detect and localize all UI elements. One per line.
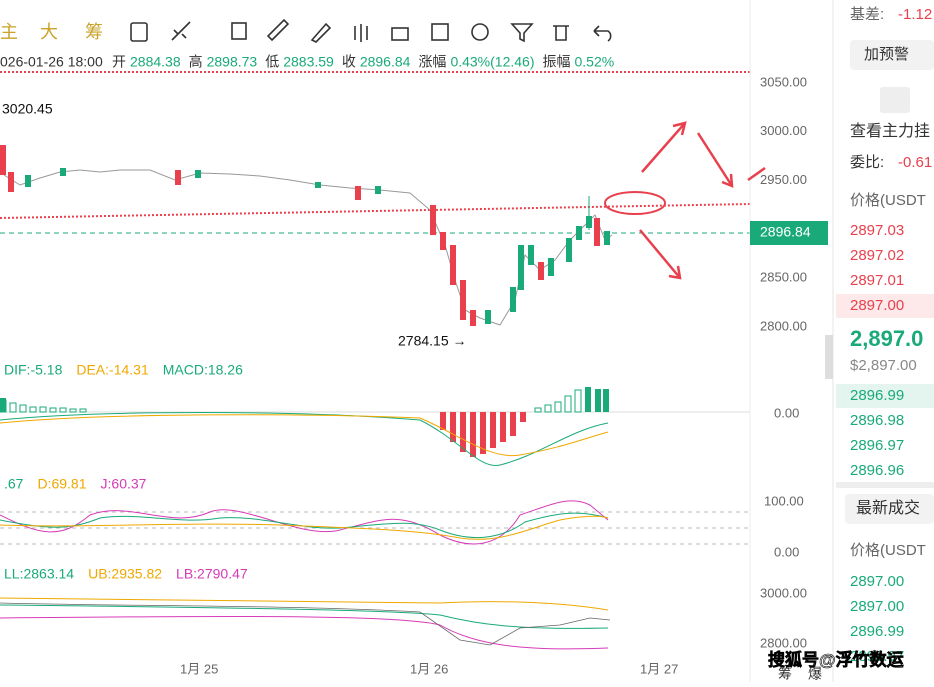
x-axis: 1月 25 1月 26 1月 27: [180, 661, 678, 676]
tab[interactable]: 主: [0, 22, 18, 42]
collapse-handle[interactable]: [825, 335, 833, 379]
macd-bars: [0, 387, 609, 467]
boll-label: LB:2790.47: [176, 566, 248, 582]
kdj-tick: 0.00: [774, 544, 799, 559]
tool-icons[interactable]: [130, 18, 612, 43]
info-items: 开 2884.38 高 2898.73 低 2883.59 收 2896.84 涨幅 0.43%(…: [112, 54, 614, 70]
bottom-tab[interactable]: 筹: [778, 666, 792, 682]
info-label: 低: [265, 54, 279, 70]
arrows: [639, 121, 766, 280]
trades-tab-bg[interactable]: [845, 494, 934, 524]
info-label: 高: [189, 54, 203, 70]
kdj-legend: .67 D:69.81 J:60.37: [4, 476, 147, 492]
trades-header: 价格(USDT: [850, 542, 926, 559]
price-tick: 2800.00: [760, 318, 807, 333]
info-value: 2884.38: [130, 54, 181, 70]
view-toggle[interactable]: [880, 87, 910, 113]
price-header: 价格(USDT: [850, 192, 926, 209]
boll-label: UB:2935.82: [88, 566, 162, 582]
kdj-label: D:69.81: [37, 476, 86, 492]
basis-label: 基差:: [850, 6, 884, 23]
ask-price: 2897.00: [850, 297, 904, 314]
trades-title[interactable]: 最新成交: [856, 499, 920, 517]
ask-highlight: [836, 294, 934, 318]
ask-price: 2897.01: [850, 272, 904, 289]
info-label: 涨幅: [418, 54, 446, 70]
info-value: 2898.73: [207, 54, 258, 70]
basis: -1.12: [898, 6, 932, 23]
current-price: 2896.84: [760, 224, 811, 240]
boll-axis: 3000.00 2800.00: [760, 585, 807, 650]
candles: [0, 145, 613, 326]
trade-price: 2896.97: [850, 648, 904, 665]
price-tick: 2850.00: [760, 270, 807, 285]
boll-tick: 3000.00: [760, 585, 807, 600]
info-label: 开: [112, 54, 126, 70]
kdj-axis: 100.00 0.00: [764, 493, 804, 559]
trade-price: 2896.99: [850, 623, 904, 640]
price-tick: 3050.00: [760, 74, 807, 89]
highlight: [604, 191, 666, 215]
last-price: 2,897.0: [850, 326, 923, 351]
watermark: 搜狐号@浮竹数运: [768, 649, 904, 669]
tab[interactable]: 筹: [85, 22, 103, 42]
alert-button-bg[interactable]: [850, 40, 934, 70]
boll-legend: LL:2863.14 UB:2935.82 LB:2790.47: [4, 566, 248, 582]
macd-tick: 0.00: [774, 405, 799, 420]
toolbar: 主 大 筹: [0, 18, 612, 43]
kdj-tick: 100.00: [764, 493, 804, 508]
info-label: 振幅: [543, 54, 571, 70]
trend-line: [0, 203, 751, 219]
ratio-label: 委比:: [850, 154, 884, 171]
info-time: 026-01-26 18:00: [0, 54, 103, 70]
info-value: 0.52%: [575, 54, 615, 70]
info-value: 2883.59: [283, 54, 334, 70]
info-value: 2896.84: [360, 54, 411, 70]
last-usd: $2,897.00: [850, 357, 917, 374]
boll-label: LL:2863.14: [4, 566, 74, 582]
bid-price: 2896.99: [850, 387, 904, 404]
macd-legend: DIF:-5.18 DEA:-14.31 MACD:18.26: [4, 362, 243, 378]
info-label: 收: [342, 54, 356, 70]
trade-price: 2897.00: [850, 598, 904, 615]
macd-axis: 0.00: [774, 405, 799, 420]
current-price-tag: [750, 221, 828, 245]
macd-label: MACD:18.26: [163, 362, 243, 378]
macd-label: DEA:-14.31: [76, 362, 149, 378]
ask-price: 2897.03: [850, 222, 904, 239]
x-tick: 1月 26: [410, 661, 448, 676]
price-tick: 3000.00: [760, 123, 807, 138]
boll-tick: 2800.00: [760, 635, 807, 650]
tab[interactable]: 大: [40, 22, 58, 42]
bid-price: 2896.97: [850, 437, 904, 454]
x-tick: 1月 25: [180, 661, 218, 676]
side-panel: 基差: -1.12 加预警 查看主力挂 委比: -0.61 价格(USDT 28…: [836, 6, 934, 665]
alert-button[interactable]: 加预警: [864, 46, 909, 63]
high-label: 3020.45: [2, 101, 53, 117]
price-axis: 3050.003000.002950.002900.002850.002800.…: [760, 74, 807, 333]
kdj-label: J:60.37: [101, 476, 147, 492]
macd-label: DIF:-5.18: [4, 362, 63, 378]
kdj-label: .67: [4, 476, 24, 492]
ratio: -0.61: [898, 154, 932, 171]
info-value: 0.43%(12.46): [450, 54, 534, 70]
bottom-tab[interactable]: 爆: [808, 666, 822, 682]
price-tick: 2950.00: [760, 172, 807, 187]
trade-price: 2897.00: [850, 573, 904, 590]
x-tick: 1月 27: [640, 661, 678, 676]
ask-price: 2897.02: [850, 247, 904, 264]
low-label: 2784.15 →: [398, 333, 467, 349]
bid-highlight: [836, 384, 934, 408]
view-main[interactable]: 查看主力挂: [850, 122, 930, 140]
bid-price: 2896.98: [850, 412, 904, 429]
bid-price: 2896.96: [850, 462, 904, 479]
